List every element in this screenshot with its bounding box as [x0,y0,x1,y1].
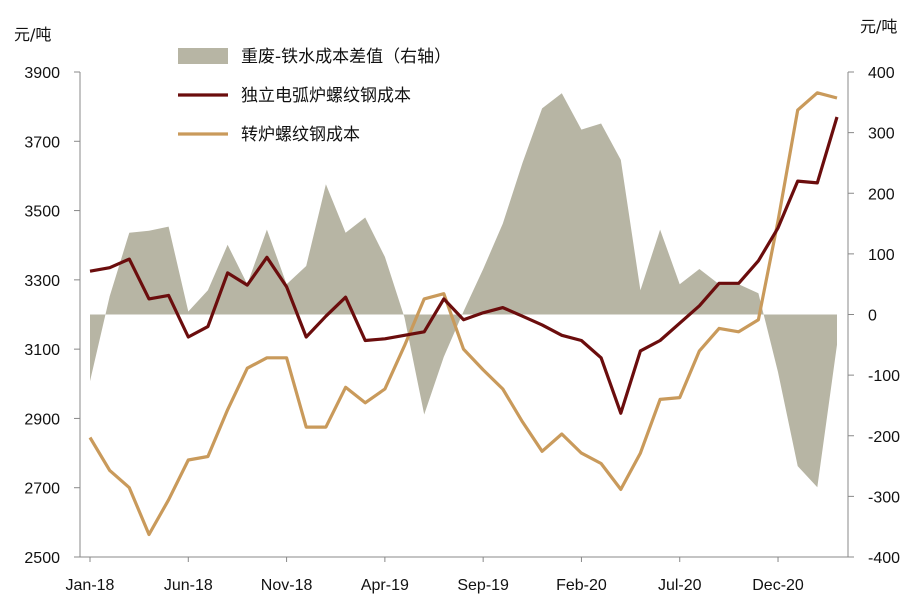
left-tick-label: 3300 [24,273,60,290]
x-tick-label: Jan-18 [66,577,115,594]
x-tick-label: Nov-18 [261,577,313,594]
right-tick-label: 200 [868,186,895,203]
x-tick-label: Sep-19 [457,577,509,594]
legend-label-diff: 重废-铁水成本差值（右轴） [241,47,451,67]
legend-swatch-diff [178,48,228,64]
right-tick-label: -300 [868,489,900,506]
left-tick-label: 2500 [24,550,60,567]
left-tick-label: 2900 [24,411,60,428]
left-tick-label: 3700 [24,134,60,151]
axes: 2500 2700 2900 3100 3300 3500 3700 3900 -400 -300… [24,65,900,594]
right-tick-label: 100 [868,247,895,264]
x-tick-label: Jul-20 [658,577,702,594]
x-tick-label: Feb-20 [556,577,607,594]
left-axis-unit: 元/吨 [14,25,51,44]
right-axis-unit: 元/吨 [860,17,897,36]
right-tick-label: -200 [868,429,900,446]
left-tick-label: 2700 [24,481,60,498]
legend-label-eaf: 独立电弧炉螺纹钢成本 [241,86,411,106]
line-series [88,91,839,537]
left-tick-label: 3100 [24,342,60,359]
right-tick-label: 0 [868,308,877,325]
eaf-cost-line [89,116,839,415]
left-tick-label: 3500 [24,204,60,221]
diff-area [90,93,837,488]
x-tick-label: Dec-20 [752,577,804,594]
right-tick-label: 300 [868,126,895,143]
diff-area-series [90,93,837,488]
right-tick-label: -100 [868,368,900,385]
left-tick-label: 3900 [24,65,60,82]
x-tick-label: Apr-19 [361,577,409,594]
bof-cost-line [88,91,838,537]
right-tick-label: -400 [868,550,900,567]
x-tick-label: Jun-18 [164,577,213,594]
legend-label-bof: 转炉螺纹钢成本 [241,125,360,145]
right-tick-label: 400 [868,65,895,82]
